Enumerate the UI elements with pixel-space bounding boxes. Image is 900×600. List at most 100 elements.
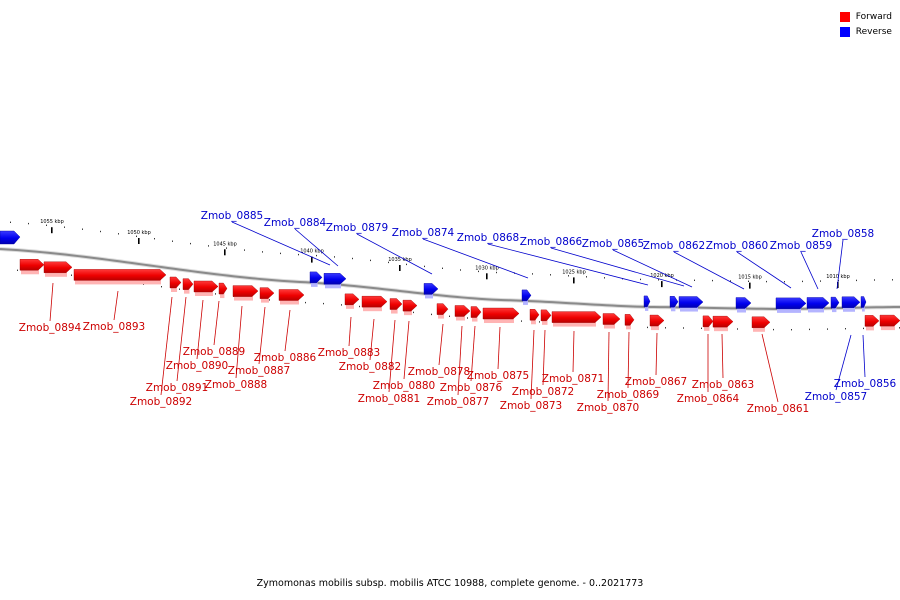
- forward-gene-shadow: [553, 321, 596, 327]
- gene-label[interactable]: Zmob_0878: [408, 366, 470, 378]
- gene-label[interactable]: Zmob_0875: [467, 370, 529, 382]
- reverse-gene[interactable]: [806, 297, 830, 313]
- forward-gene[interactable]: [193, 280, 219, 296]
- gene-label[interactable]: Zmob_0889: [183, 346, 245, 358]
- gene-label[interactable]: Zmob_0861: [747, 403, 809, 415]
- gene-label[interactable]: Zmob_0862: [643, 240, 705, 252]
- gene-label[interactable]: Zmob_0869: [597, 389, 659, 401]
- gene-label[interactable]: Zmob_0860: [706, 240, 768, 252]
- reverse-gene[interactable]: [309, 271, 323, 287]
- forward-gene[interactable]: [402, 299, 418, 316]
- upper-tick: [820, 280, 821, 282]
- forward-gene[interactable]: [19, 259, 45, 275]
- gene-label[interactable]: Zmob_0873: [500, 400, 562, 412]
- forward-gene[interactable]: [389, 298, 403, 314]
- gene-label[interactable]: Zmob_0888: [205, 379, 267, 391]
- forward-gene-shadow: [280, 299, 299, 305]
- forward-gene[interactable]: [43, 261, 73, 277]
- forward-gene[interactable]: [169, 276, 182, 292]
- gene-label[interactable]: Zmob_0891: [146, 382, 208, 394]
- gene-label[interactable]: Zmob_0887: [228, 365, 290, 377]
- upper-tick: [442, 267, 443, 269]
- forward-gene[interactable]: [602, 313, 621, 329]
- gene-label[interactable]: Zmob_0857: [805, 391, 867, 403]
- gene-label[interactable]: Zmob_0882: [339, 361, 401, 373]
- gene-label[interactable]: Zmob_0874: [392, 227, 455, 239]
- reverse-gene[interactable]: [669, 296, 679, 312]
- forward-gene[interactable]: [624, 314, 635, 330]
- reverse-gene[interactable]: [775, 297, 807, 313]
- leader-line: [721, 333, 724, 379]
- gene-label[interactable]: Zmob_0868: [457, 232, 519, 244]
- gene-label[interactable]: Zmob_0872: [512, 386, 574, 398]
- gene-label[interactable]: Zmob_0866: [520, 236, 583, 248]
- gene-label[interactable]: Zmob_0856: [834, 378, 897, 390]
- forward-gene[interactable]: [551, 311, 602, 327]
- reverse-gene[interactable]: [841, 296, 861, 312]
- gene-label[interactable]: Zmob_0886: [254, 352, 317, 364]
- forward-gene[interactable]: [278, 289, 305, 305]
- gene-label[interactable]: Zmob_0865: [582, 238, 644, 250]
- gene-label[interactable]: Zmob_0871: [542, 373, 604, 385]
- upper-tick: [712, 279, 713, 282]
- gene-label[interactable]: Zmob_0877: [427, 396, 489, 408]
- legend-reverse[interactable]: Reverse: [839, 24, 892, 39]
- forward-gene[interactable]: [482, 307, 520, 324]
- reverse-gene[interactable]: [323, 273, 347, 289]
- reverse-gene[interactable]: [830, 296, 840, 313]
- reverse-gene[interactable]: [423, 283, 439, 299]
- reverse-gene[interactable]: [521, 289, 532, 305]
- upper-tick: [64, 226, 65, 228]
- forward-gene[interactable]: [529, 309, 540, 325]
- legend-forward[interactable]: Forward: [839, 9, 892, 24]
- forward-gene[interactable]: [879, 314, 900, 331]
- gene-label[interactable]: Zmob_0858: [812, 228, 874, 240]
- forward-gene[interactable]: [864, 315, 880, 331]
- forward-gene[interactable]: [218, 282, 228, 299]
- gene-label[interactable]: Zmob_0885: [201, 210, 263, 222]
- forward-gene[interactable]: [540, 309, 552, 325]
- gene-label[interactable]: Zmob_0876: [440, 382, 503, 394]
- leader-line: [438, 323, 444, 366]
- gene-label[interactable]: Zmob_0880: [373, 380, 435, 392]
- gene-label[interactable]: Zmob_0883: [318, 347, 380, 359]
- forward-gene[interactable]: [361, 295, 388, 312]
- gene-label[interactable]: Zmob_0879: [326, 222, 388, 234]
- reverse-gene[interactable]: [735, 297, 752, 313]
- gene-label[interactable]: Zmob_0867: [625, 376, 687, 388]
- gene-label[interactable]: Zmob_0884: [264, 217, 327, 229]
- lower-tick: [269, 299, 270, 301]
- forward-gene[interactable]: [73, 269, 167, 285]
- gene-label[interactable]: Zmob_0870: [577, 402, 639, 414]
- forward-gene[interactable]: [182, 278, 194, 294]
- gene-label[interactable]: Zmob_0892: [130, 396, 192, 408]
- upper-tick: [226, 247, 227, 249]
- gene-label[interactable]: Zmob_0894: [19, 322, 82, 334]
- leader-line: [258, 306, 266, 365]
- forward-gene[interactable]: [436, 303, 449, 319]
- leader-line: [607, 331, 610, 402]
- leader-line: [612, 249, 693, 288]
- gene-label[interactable]: Zmob_0863: [692, 379, 754, 391]
- reverse-gene[interactable]: [0, 230, 21, 245]
- gene-label[interactable]: Zmob_0864: [677, 393, 740, 405]
- gene-label[interactable]: Zmob_0859: [770, 240, 832, 252]
- gene-label[interactable]: Zmob_0893: [83, 321, 145, 333]
- forward-gene[interactable]: [470, 306, 482, 322]
- forward-gene[interactable]: [702, 315, 714, 331]
- forward-gene[interactable]: [259, 287, 275, 303]
- forward-gene[interactable]: [232, 285, 259, 301]
- forward-gene[interactable]: [454, 305, 471, 321]
- lower-tick: [809, 328, 810, 331]
- reverse-gene[interactable]: [643, 295, 651, 311]
- forward-gene[interactable]: [649, 314, 665, 331]
- gene-label[interactable]: Zmob_0881: [358, 393, 420, 405]
- gene-label[interactable]: Zmob_0890: [166, 360, 228, 372]
- forward-gene[interactable]: [751, 316, 771, 332]
- reverse-gene[interactable]: [860, 296, 867, 312]
- upper-tick: [334, 256, 335, 258]
- lower-tick: [791, 329, 792, 331]
- forward-gene[interactable]: [344, 293, 360, 309]
- reverse-gene[interactable]: [678, 296, 704, 312]
- forward-gene[interactable]: [712, 315, 734, 332]
